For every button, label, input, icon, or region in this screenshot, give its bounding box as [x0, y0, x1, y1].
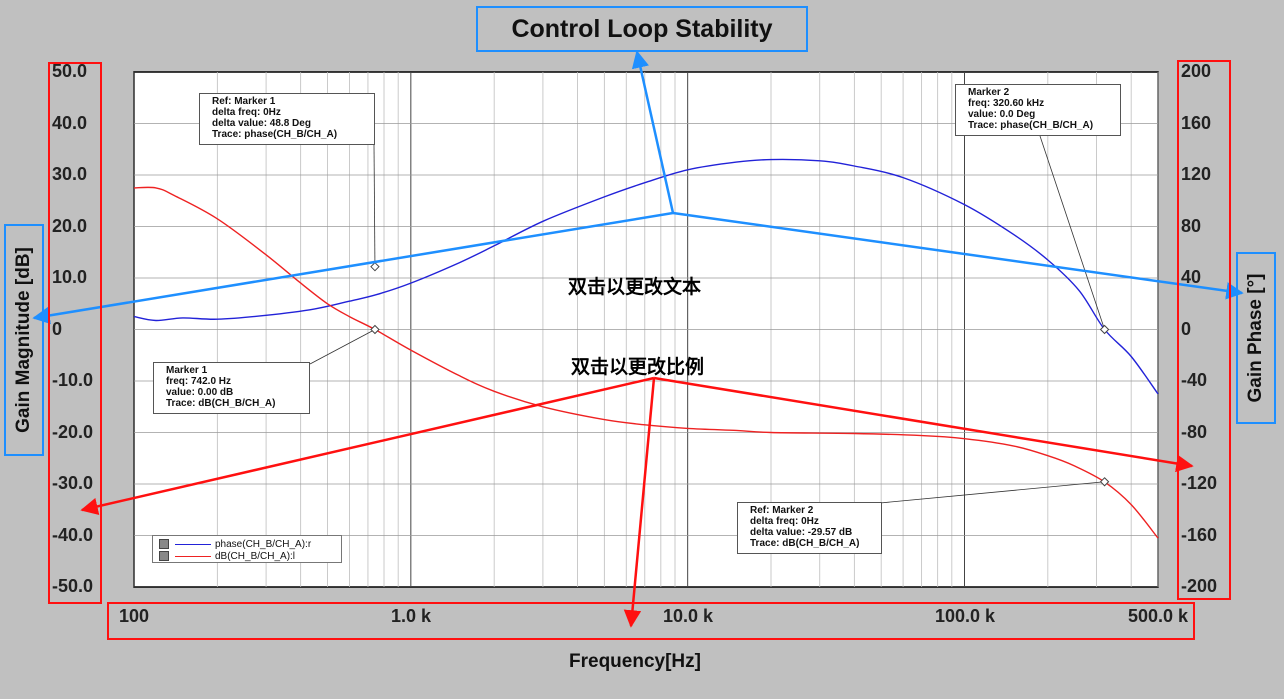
- marker-text: delta freq: 0Hz: [750, 516, 819, 527]
- blue-annotation-arrow: [631, 50, 675, 214]
- marker-text: Trace: dB(CH_B/CH_A): [166, 398, 276, 409]
- marker-text: Ref: Marker 1: [212, 96, 276, 107]
- legend-item-db[interactable]: dB(CH_B/CH_A):l: [159, 550, 295, 562]
- tick-label: 10.0: [52, 267, 88, 287]
- left-axis-highlight-box: [48, 62, 102, 604]
- chart-title[interactable]: Control Loop Stability: [476, 6, 808, 52]
- double-click-scale-hint[interactable]: 双击以更改比例: [571, 356, 705, 378]
- tick-label: -30.0: [52, 473, 94, 493]
- marker-text: Marker 1: [166, 365, 208, 376]
- legend-swatch: [159, 539, 169, 549]
- marker-point: [370, 261, 380, 272]
- marker-text: Ref: Marker 2: [750, 505, 814, 516]
- legend-line-red: [175, 555, 211, 557]
- tick-label: -20.0: [52, 422, 94, 442]
- legend-line-blue: [175, 543, 211, 545]
- right-axis-label-box: [1236, 252, 1276, 424]
- chart-legend[interactable]: phase(CH_B/CH_A):r dB(CH_B/CH_A):l: [152, 535, 342, 563]
- red-annotation-arrow: [80, 376, 655, 515]
- tick-label: 160: [1181, 113, 1212, 133]
- right-axis-highlight-box: [1177, 60, 1231, 600]
- marker-2-box[interactable]: Marker 2 freq: 320.60 kHz value: 0.0 Deg…: [955, 84, 1121, 136]
- legend-label: phase(CH_B/CH_A):r: [215, 538, 312, 550]
- tick-label: 200: [1181, 61, 1212, 81]
- tick-label: 0: [52, 319, 63, 339]
- tick-label: -80: [1181, 422, 1208, 442]
- legend-swatch: [159, 551, 169, 561]
- ref-marker-1-box[interactable]: Ref: Marker 1 delta freq: 0Hz delta valu…: [199, 93, 375, 145]
- tick-label: 30.0: [52, 164, 88, 184]
- tick-label: 1.0 k: [390, 606, 432, 626]
- marker-text: Trace: phase(CH_B/CH_A): [968, 120, 1094, 131]
- tick-label: -120: [1181, 473, 1218, 493]
- marker-1-box[interactable]: Marker 1 freq: 742.0 Hz value: 0.00 dB T…: [153, 362, 310, 414]
- grid-lines: [133, 72, 1159, 587]
- marker-text: Trace: dB(CH_B/CH_A): [750, 538, 860, 549]
- blue-annotation-arrow: [32, 211, 674, 325]
- marker-text: freq: 742.0 Hz: [166, 376, 232, 387]
- tick-label: -160: [1181, 525, 1218, 545]
- marker-text: value: 0.00 dB: [166, 387, 234, 398]
- tick-label: 100.0 k: [934, 606, 996, 626]
- gain-series-line: [133, 186, 1159, 539]
- legend-item-phase[interactable]: phase(CH_B/CH_A):r: [159, 538, 311, 550]
- tick-label: 100: [118, 606, 150, 626]
- tick-label: -50.0: [52, 576, 94, 596]
- legend-label: dB(CH_B/CH_A):l: [215, 550, 296, 562]
- marker-text: freq: 320.60 kHz: [968, 98, 1045, 109]
- red-annotation-arrow: [623, 377, 656, 628]
- x-axis-highlight-box: [107, 602, 1195, 640]
- tick-label: 80: [1181, 216, 1202, 236]
- double-click-text-hint[interactable]: 双击以更改文本: [568, 276, 702, 298]
- marker-point: [1099, 324, 1110, 335]
- marker-text: delta value: -29.57 dB: [750, 527, 853, 538]
- right-axis-label[interactable]: Gain Phase [°]: [1245, 273, 1266, 403]
- leader-line: [373, 144, 376, 267]
- tick-label: 50.0: [52, 61, 88, 81]
- tick-label: -10.0: [52, 370, 94, 390]
- marker-point: [370, 324, 380, 335]
- tick-label: 40.0: [52, 113, 88, 133]
- tick-label: 0: [1181, 319, 1192, 339]
- tick-label: 40: [1181, 267, 1202, 287]
- marker-text: delta value: 48.8 Deg: [212, 118, 311, 129]
- tick-label: 20.0: [52, 216, 88, 236]
- leader-line: [309, 329, 376, 365]
- blue-annotation-arrow: [672, 211, 1244, 300]
- series-curves: [133, 158, 1159, 539]
- left-axis-label[interactable]: Gain Magnitude [dB]: [13, 247, 34, 433]
- marker-text: Trace: phase(CH_B/CH_A): [212, 129, 338, 140]
- phase-series-line: [133, 158, 1159, 395]
- tick-label: -40.0: [52, 525, 94, 545]
- left-axis-label-box: [4, 224, 44, 456]
- tick-label: 10.0 k: [662, 606, 714, 626]
- leader-line: [1039, 135, 1105, 330]
- marker-leaders: [309, 135, 1110, 504]
- marker-text: Marker 2: [968, 87, 1010, 98]
- ref-marker-2-box[interactable]: Ref: Marker 2 delta freq: 0Hz delta valu…: [737, 502, 882, 554]
- tick-label: -40: [1181, 370, 1208, 390]
- annotation-arrows: [32, 50, 1244, 628]
- red-annotation-arrow: [653, 376, 1194, 473]
- tick-label: -200: [1181, 576, 1218, 596]
- tick-label: 500.0 k: [1127, 606, 1189, 626]
- leader-line: [879, 481, 1105, 504]
- tick-label: 120: [1181, 164, 1212, 184]
- marker-point: [1099, 477, 1110, 487]
- marker-text: value: 0.0 Deg: [968, 109, 1036, 120]
- marker-text: delta freq: 0Hz: [212, 107, 281, 118]
- x-axis-label[interactable]: Frequency[Hz]: [569, 651, 701, 672]
